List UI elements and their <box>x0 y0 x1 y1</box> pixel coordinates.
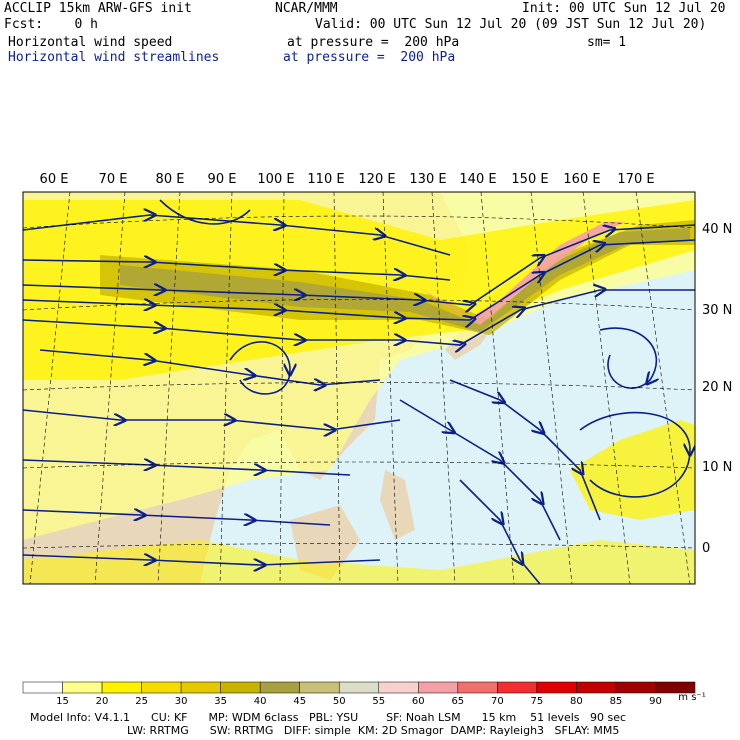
lon-label: 80 E <box>155 172 185 187</box>
colorbar-level-label: 40 <box>253 696 267 707</box>
colorbar-swatch <box>62 681 103 694</box>
colorbar-level-label: 45 <box>293 696 307 707</box>
streamline <box>39 349 381 385</box>
colorbar-level-label: 55 <box>372 696 386 707</box>
colorbar-unit: m s⁻¹ <box>678 692 706 703</box>
colorbar-level-label: 85 <box>609 696 623 707</box>
field2-level: at pressure = 200 hPa <box>283 50 456 65</box>
init-time: Init: 00 UTC Sun 12 Jul 20 <box>522 1 726 16</box>
streamline <box>229 341 290 395</box>
colorbar-swatch <box>180 681 221 694</box>
colorbar-swatch <box>378 681 419 694</box>
colorbar-swatch <box>259 681 300 694</box>
lon-label: 140 E <box>459 172 497 187</box>
lon-label: 100 E <box>257 172 295 187</box>
lon-label: 130 E <box>409 172 447 187</box>
streamlines <box>23 199 695 584</box>
field2-name: Horizontal wind streamlines <box>8 50 220 65</box>
colorbar-level-label: 15 <box>56 696 69 707</box>
lon-label: 160 E <box>563 172 601 187</box>
lat-lon-grid <box>23 192 695 584</box>
model-title: ACCLIP 15km ARW-GFS init <box>4 1 192 16</box>
colorbar-level-label: 60 <box>411 696 425 707</box>
colorbar-level-label: 75 <box>530 696 544 707</box>
lon-label: 60 E <box>39 172 69 187</box>
lat-label: 0 <box>702 541 711 556</box>
streamline <box>23 409 401 430</box>
model-info-line1: Model Info: V4.1.1 CU: KF MP: WDM 6class… <box>30 711 627 724</box>
colorbar-level-label: 20 <box>95 696 109 707</box>
lon-label: 170 E <box>617 172 655 187</box>
colorbar-level-label: 30 <box>174 696 188 707</box>
streamline <box>23 260 451 280</box>
colorbar-swatch <box>576 681 617 694</box>
streamline <box>599 327 656 389</box>
field1-level: at pressure = 200 hPa <box>287 35 460 50</box>
colorbar-swatch <box>22 681 63 694</box>
lat-label: 30 N <box>702 303 733 318</box>
lon-label: 120 E <box>358 172 396 187</box>
map-frame <box>22 191 696 585</box>
lon-label: 70 E <box>98 172 128 187</box>
forecast-hour: Fcst: 0 h <box>4 17 98 32</box>
colorbar-level-label: 90 <box>649 696 662 707</box>
model-info-line2: LW: RRTMG SW: RRTMG DIFF: simple KM: 2D … <box>127 724 620 737</box>
colorbar <box>22 681 696 694</box>
colorbar-level-label: 35 <box>214 696 228 707</box>
colorbar-level-label: 80 <box>570 696 583 707</box>
colorbar-swatch <box>101 681 142 694</box>
colorbar-swatch <box>655 681 696 694</box>
field1-name: Horizontal wind speed <box>8 35 173 50</box>
streamline <box>159 199 251 225</box>
streamline <box>449 379 601 521</box>
land-philippines <box>380 470 415 540</box>
colorbar-level-label: 25 <box>135 696 148 707</box>
colorbar-swatch <box>497 681 538 694</box>
streamline <box>23 460 351 475</box>
colorbar-level-label: 70 <box>490 696 504 707</box>
lon-label: 90 E <box>207 172 237 187</box>
wind-band-south <box>23 540 695 584</box>
colorbar-swatch <box>338 681 380 694</box>
colorbar-level-label: 65 <box>451 696 465 707</box>
smoothing-label: sm= 1 <box>587 35 627 50</box>
valid-time: Valid: 00 UTC Sun 12 Jul 20 (09 JST Sun … <box>315 17 707 32</box>
colorbar-swatch <box>299 681 340 694</box>
lat-label: 40 N <box>702 222 733 237</box>
colorbar-swatch <box>615 681 656 694</box>
lon-label: 110 E <box>307 172 345 187</box>
streamline <box>23 555 381 565</box>
streamline <box>23 215 451 256</box>
colorbar-swatch <box>457 681 498 694</box>
colorbar-swatch <box>220 681 261 694</box>
streamline <box>459 479 541 584</box>
streamline <box>579 411 690 498</box>
wind-band-se <box>570 420 695 520</box>
org-label: NCAR/MMM <box>275 1 338 16</box>
colorbar-swatch <box>418 681 459 694</box>
colorbar-swatch <box>141 681 182 694</box>
streamline <box>23 290 695 345</box>
lon-label: 150 E <box>511 172 549 187</box>
colorbar-level-label: 50 <box>332 696 346 707</box>
lat-label: 10 N <box>702 460 733 475</box>
colorbar-swatch <box>536 681 577 694</box>
streamline <box>23 510 331 525</box>
lat-label: 20 N <box>702 380 733 395</box>
